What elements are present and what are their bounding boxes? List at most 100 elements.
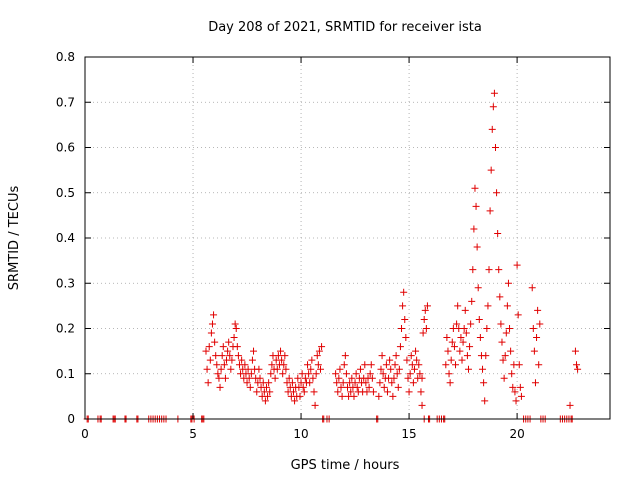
data-point xyxy=(248,356,256,364)
data-point xyxy=(307,365,315,373)
data-point xyxy=(210,311,218,319)
data-point xyxy=(535,361,543,369)
data-point xyxy=(534,306,542,314)
data-point xyxy=(273,365,281,373)
data-point xyxy=(253,388,261,396)
data-point xyxy=(377,365,385,373)
data-point xyxy=(211,338,219,346)
data-point xyxy=(351,379,359,387)
data-point xyxy=(305,370,313,378)
data-point xyxy=(420,315,428,323)
data-point xyxy=(216,383,224,391)
data-point xyxy=(464,365,472,373)
data-point xyxy=(412,347,420,355)
data-point xyxy=(224,347,232,355)
data-point xyxy=(398,325,406,332)
data-point xyxy=(261,397,269,405)
data-point xyxy=(299,383,307,391)
data-point xyxy=(493,189,501,197)
data-point xyxy=(340,361,348,369)
data-point xyxy=(502,329,510,337)
data-point xyxy=(352,370,360,378)
data-point xyxy=(316,365,324,373)
data-point xyxy=(366,370,374,378)
data-point xyxy=(281,352,289,360)
data-point xyxy=(410,365,418,373)
data-point xyxy=(282,365,290,373)
data-point xyxy=(514,311,522,319)
y-tick-label: 0.8 xyxy=(56,50,75,64)
data-point xyxy=(243,379,251,387)
data-point xyxy=(503,302,511,310)
data-point xyxy=(369,388,377,396)
data-point xyxy=(348,374,356,382)
data-point xyxy=(421,306,429,314)
y-tick-label: 0 xyxy=(67,412,75,426)
data-point xyxy=(225,338,233,346)
data-point xyxy=(289,388,297,396)
data-point xyxy=(536,320,544,328)
data-point xyxy=(368,374,376,382)
data-point xyxy=(280,361,288,369)
data-point xyxy=(506,325,514,332)
data-point xyxy=(509,383,517,391)
data-point xyxy=(513,261,521,269)
data-point xyxy=(401,315,409,323)
x-tick-label: 0 xyxy=(81,427,89,441)
data-point xyxy=(266,388,274,396)
data-point xyxy=(350,392,358,400)
data-point xyxy=(300,388,308,396)
data-point xyxy=(232,325,240,332)
data-point xyxy=(418,401,426,409)
data-point xyxy=(481,397,489,405)
data-point xyxy=(383,388,391,396)
data-point xyxy=(405,388,413,396)
data-point xyxy=(363,388,371,396)
data-point xyxy=(515,361,523,369)
data-point xyxy=(408,361,416,369)
data-point xyxy=(247,370,255,378)
data-point xyxy=(443,334,451,342)
data-point xyxy=(407,352,415,360)
data-point xyxy=(244,365,252,373)
data-point xyxy=(226,352,234,360)
data-point xyxy=(255,365,263,373)
data-point xyxy=(394,383,402,391)
data-point xyxy=(504,279,512,287)
data-point xyxy=(489,103,497,111)
data-point xyxy=(499,356,507,364)
data-point xyxy=(571,347,579,355)
y-tick-label: 0.1 xyxy=(56,367,75,381)
data-point xyxy=(475,315,483,323)
data-point xyxy=(461,306,469,314)
data-point xyxy=(227,365,235,373)
data-point xyxy=(271,374,279,382)
data-point xyxy=(480,379,488,387)
data-point xyxy=(389,392,397,400)
data-point xyxy=(203,365,211,373)
data-point xyxy=(468,297,476,305)
data-point xyxy=(395,365,403,373)
data-point xyxy=(419,329,427,337)
data-point xyxy=(338,392,346,400)
data-point xyxy=(212,352,220,360)
x-axis-title: GPS time / hours xyxy=(291,458,400,473)
grid-lines xyxy=(85,57,610,419)
data-point xyxy=(279,370,287,378)
y-tick-label: 0.2 xyxy=(56,322,75,336)
data-point xyxy=(353,383,361,391)
data-point xyxy=(213,361,221,369)
data-point xyxy=(566,401,574,409)
data-point xyxy=(463,352,471,360)
data-point xyxy=(215,374,223,382)
data-point xyxy=(472,202,480,210)
data-point xyxy=(301,374,309,382)
data-point xyxy=(356,365,364,373)
data-point xyxy=(228,356,236,364)
data-point xyxy=(396,343,404,351)
data-point xyxy=(308,356,316,364)
data-point xyxy=(467,320,475,328)
x-tick-label: 15 xyxy=(401,427,416,441)
data-point xyxy=(498,338,506,346)
data-point xyxy=(511,388,519,396)
